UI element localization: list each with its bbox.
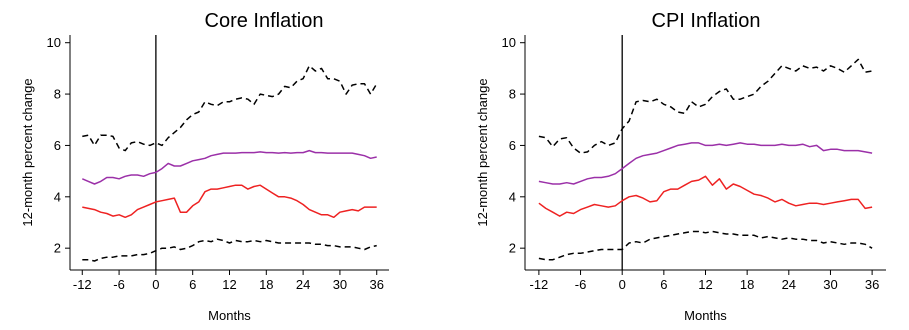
y-tick-label: 6 [54,138,61,153]
series-line-2 [538,175,873,217]
x-tick-label: 12 [698,277,712,292]
y-tick-label: 8 [54,87,61,102]
series-line-2 [82,184,377,219]
x-tick-label: 12 [222,277,236,292]
y-axis-label: 12-month percent change [20,78,35,226]
chart-title: CPI Inflation [652,10,761,32]
series-line-3 [82,238,377,262]
x-tick-label: 0 [619,277,626,292]
x-tick-label: -6 [575,277,587,292]
x-tick-label: 18 [259,277,273,292]
x-tick-label: 30 [823,277,837,292]
x-tick-label: 36 [369,277,383,292]
x-tick-label: -12 [73,277,92,292]
x-axis-label: Months [684,308,727,323]
y-tick-label: 10 [502,35,516,50]
y-tick-label: 10 [47,35,61,50]
chart-title: Core Inflation [205,10,324,32]
series-line-1 [82,149,377,185]
y-tick-label: 8 [509,87,516,102]
x-tick-label: 6 [660,277,667,292]
y-tick-label: 4 [509,189,516,204]
x-tick-label: 6 [189,277,196,292]
x-tick-label: 30 [333,277,347,292]
x-tick-label: 36 [865,277,879,292]
y-axis-label: 12-month percent change [475,78,490,226]
series-line-0 [538,58,873,154]
x-tick-label: -6 [113,277,125,292]
y-tick-label: 2 [54,241,61,256]
x-tick-label: 24 [296,277,310,292]
y-tick-label: 4 [54,189,61,204]
x-axis-label: Months [208,308,251,323]
x-tick-label: 24 [782,277,796,292]
series-line-1 [538,142,873,185]
x-tick-label: -12 [529,277,548,292]
series-line-0 [82,65,378,152]
x-tick-label: 18 [740,277,754,292]
y-tick-label: 2 [509,241,516,256]
x-tick-label: 0 [152,277,159,292]
y-tick-label: 6 [509,138,516,153]
series-line-3 [538,230,873,261]
